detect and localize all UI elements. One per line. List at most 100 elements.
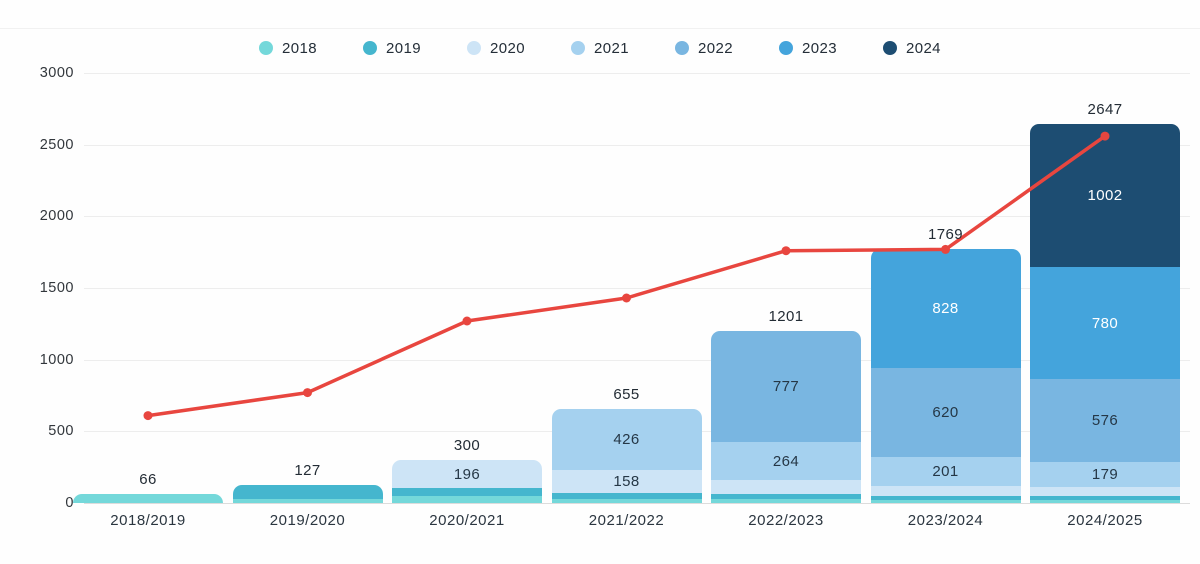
legend-item-2022[interactable]: 2022 — [674, 39, 733, 57]
gridline-1000 — [84, 359, 1190, 361]
bar-segment-2021[interactable]: 426 — [551, 409, 702, 471]
trend-point[interactable] — [303, 388, 312, 398]
bar-segment-2018[interactable] — [870, 500, 1021, 503]
legend-item-2019[interactable]: 2019 — [363, 40, 421, 57]
bar-2018-2019[interactable] — [73, 493, 223, 503]
segment-value-label: 426 — [613, 431, 640, 449]
x-axis-tick-label: 2023/2024 — [907, 512, 984, 529]
trend-point[interactable] — [622, 293, 631, 303]
legend-label: 2019 — [386, 39, 422, 57]
legend-label: 2024 — [905, 39, 941, 57]
bar-2019-2020[interactable] — [232, 484, 383, 503]
bar-segment-2020[interactable] — [711, 480, 861, 495]
gridline-1500 — [84, 288, 1190, 289]
legend-dot-icon — [467, 41, 482, 55]
bar-total-label: 655 — [613, 386, 640, 404]
bar-segment-2022[interactable]: 620 — [870, 368, 1021, 457]
gridline-2000 — [84, 216, 1190, 218]
legend-dot-icon — [259, 41, 274, 55]
bar-segment-2021[interactable]: 264 — [711, 442, 861, 481]
x-axis-tick-label: 2022/2023 — [748, 512, 824, 529]
bar-total-label: 300 — [453, 437, 481, 454]
trend-point[interactable] — [143, 411, 153, 421]
y-axis-tick-label: 2000 — [39, 208, 74, 225]
bar-segment-2018[interactable] — [1030, 500, 1180, 503]
gridline-2500 — [84, 144, 1190, 146]
top-divider — [0, 28, 1200, 29]
y-axis-tick-label: 500 — [48, 423, 74, 440]
bar-segment-2023[interactable]: 828 — [870, 249, 1021, 369]
x-axis-tick-label: 2019/2020 — [269, 512, 346, 529]
bar-segment-2019[interactable] — [1030, 495, 1180, 501]
x-axis-tick-label: 2021/2022 — [588, 512, 665, 529]
bar-2022-2023[interactable]: 264 777 — [711, 330, 861, 503]
bar-segment-2018[interactable] — [392, 496, 542, 503]
legend-dot-icon — [674, 41, 689, 55]
trend-point[interactable] — [781, 246, 791, 256]
segment-value-label: 158 — [613, 473, 640, 491]
legend-dot-icon — [778, 41, 793, 55]
bar-segment-2019[interactable] — [711, 494, 861, 500]
bar-2020-2021[interactable]: 196 — [392, 460, 542, 503]
x-axis-tick-label: 2024/2025 — [1067, 512, 1143, 529]
x-axis-tick-label: 2018/2019 — [110, 512, 186, 529]
bar-total-label: 2647 — [1087, 100, 1123, 118]
legend-item-2024[interactable]: 2024 — [882, 39, 941, 57]
bar-total-label: 127 — [294, 461, 321, 479]
bar-segment-2018[interactable] — [551, 499, 702, 503]
bar-segment-2020[interactable] — [1030, 487, 1180, 496]
bar-segment-2018[interactable] — [232, 498, 383, 503]
segment-value-label: 828 — [932, 300, 959, 318]
y-axis-tick-label: 2500 — [39, 136, 74, 153]
bar-segment-2018[interactable] — [711, 499, 861, 503]
bar-2024-2025[interactable]: 179 576 780 1002 — [1030, 123, 1180, 503]
bar-segment-2020[interactable]: 158 — [551, 470, 702, 493]
legend-item-2020[interactable]: 2020 — [467, 40, 525, 57]
bar-2023-2024[interactable]: 201 620 828 — [870, 249, 1021, 503]
bar-segment-2019[interactable] — [551, 492, 702, 500]
bar-segment-2020[interactable] — [870, 485, 1021, 496]
segment-value-label: 264 — [772, 452, 800, 470]
legend-dot-icon — [363, 41, 378, 55]
legend-label: 2020 — [490, 39, 525, 57]
bar-total-label: 66 — [139, 470, 157, 488]
legend-label: 2023 — [801, 39, 837, 57]
segment-value-label: 1002 — [1087, 186, 1123, 204]
legend-item-2023[interactable]: 2023 — [778, 39, 837, 57]
bar-segment-2019[interactable] — [870, 495, 1021, 501]
y-axis-tick-label: 3000 — [39, 65, 74, 81]
segment-value-label: 201 — [932, 462, 959, 480]
legend-label: 2018 — [282, 39, 318, 57]
legend-item-2018[interactable]: 2018 — [259, 40, 317, 57]
bar-segment-2022[interactable]: 777 — [711, 330, 861, 443]
bar-segment-2021[interactable]: 179 — [1030, 461, 1180, 488]
bar-2021-2022[interactable]: 158 426 — [551, 409, 702, 503]
segment-value-label: 620 — [932, 404, 959, 422]
bar-segment-2024[interactable]: 1002 — [1030, 123, 1180, 268]
bar-segment-2020[interactable]: 196 — [392, 460, 542, 489]
segment-value-label: 777 — [772, 378, 800, 395]
legend-label: 2021 — [594, 39, 629, 57]
bar-segment-2019[interactable] — [232, 484, 383, 499]
segment-value-label: 576 — [1091, 411, 1119, 429]
y-axis-tick-label: 1000 — [39, 351, 74, 368]
bar-segment-2021[interactable]: 201 — [870, 457, 1021, 486]
bar-segment-2023[interactable]: 780 — [1030, 267, 1180, 379]
gridline-3000 — [84, 73, 1190, 74]
legend-dot-icon — [882, 41, 897, 55]
bar-segment-2018[interactable] — [73, 493, 223, 503]
legend-item-2021[interactable]: 2021 — [571, 40, 629, 57]
trend-point[interactable] — [462, 316, 472, 326]
legend-dot-icon — [571, 41, 585, 55]
y-axis-tick-label: 0 — [65, 495, 74, 511]
segment-value-label: 196 — [453, 465, 481, 483]
bar-segment-2019[interactable] — [392, 488, 542, 497]
segment-value-label: 179 — [1091, 465, 1119, 483]
legend-label: 2022 — [697, 39, 733, 57]
bar-segment-2022[interactable]: 576 — [1030, 379, 1180, 462]
y-axis-tick-label: 1500 — [39, 280, 74, 296]
x-axis-tick-label: 2020/2021 — [429, 512, 505, 529]
bar-total-label: 1769 — [928, 226, 963, 244]
gridline-0 — [84, 503, 1190, 504]
